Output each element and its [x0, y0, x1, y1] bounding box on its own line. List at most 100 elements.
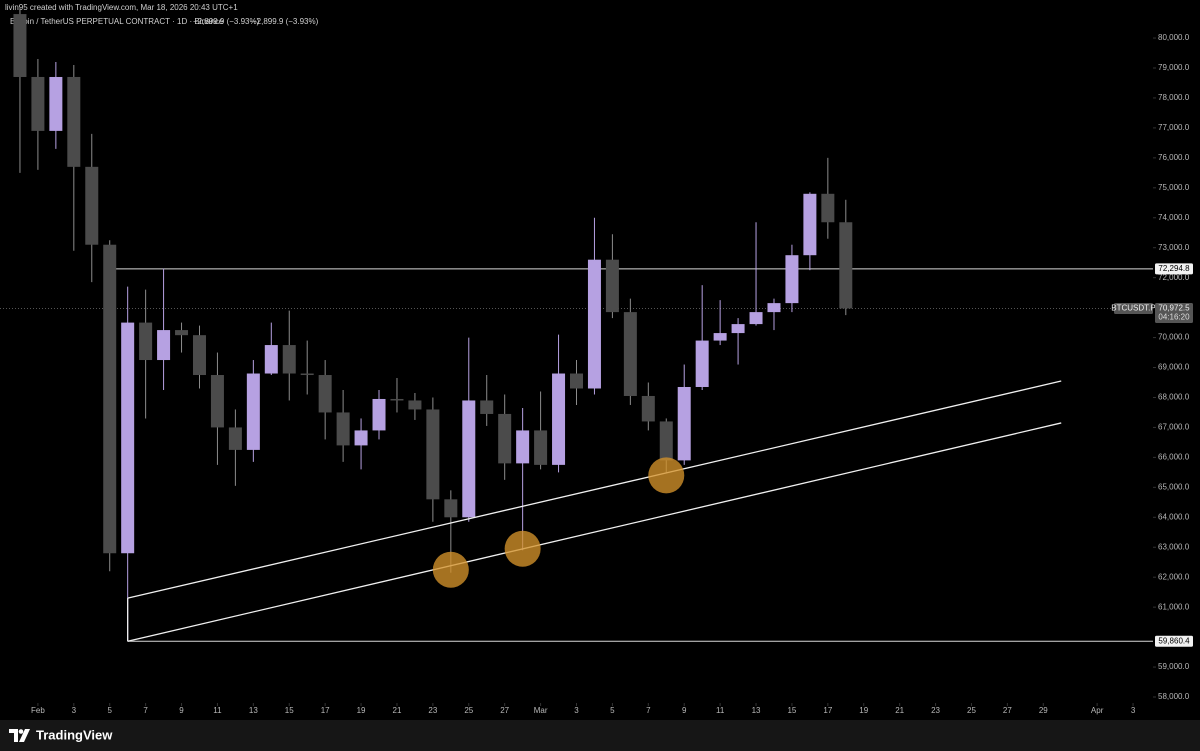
price-label-box: [1155, 263, 1193, 275]
watermark: livin95 created with TradingView.com, Ma…: [5, 3, 238, 12]
countdown: 04:16:20: [1158, 313, 1190, 322]
x-tick-label: 9: [682, 706, 687, 715]
candle-body: [192, 335, 206, 376]
trendline: [127, 380, 1062, 599]
candle-body: [659, 421, 673, 461]
candle-body: [498, 413, 512, 464]
highlight-circle: [432, 551, 469, 588]
x-tick-label: Apr: [1091, 706, 1104, 715]
candle-body: [67, 76, 81, 167]
candle-body: [408, 400, 422, 410]
x-tick-label: 19: [357, 706, 366, 715]
candle-body: [336, 412, 350, 446]
y-tick-label: 73,000.0: [1158, 243, 1190, 252]
candle-body: [749, 312, 763, 325]
y-tick-label: 64,000.0: [1158, 512, 1190, 521]
candle-body: [85, 166, 99, 245]
candle-body: [605, 259, 619, 313]
price-label: 59,860.4: [1158, 636, 1190, 645]
y-tick-label: 63,000.0: [1158, 542, 1190, 551]
candle-body: [587, 259, 601, 389]
x-tick-label: 7: [646, 706, 651, 715]
footer-brand: TradingView: [36, 727, 113, 742]
y-tick-label: 61,000.0: [1158, 602, 1190, 611]
x-tick-label: 23: [428, 706, 437, 715]
y-tick-label: 78,000.0: [1158, 93, 1190, 102]
x-tick-label: Mar: [534, 706, 548, 715]
y-tick-label: 70,000.0: [1158, 333, 1190, 342]
x-tick-label: 13: [752, 706, 761, 715]
footer-logo: [9, 729, 30, 742]
y-tick-label: 76,000.0: [1158, 153, 1190, 162]
last-price-label: 70,972.5: [1158, 304, 1190, 313]
x-tick-label: 17: [321, 706, 330, 715]
x-tick-label: 19: [859, 706, 868, 715]
candle-body: [695, 340, 709, 387]
x-tick-label: 27: [1003, 706, 1012, 715]
x-tick-label: 3: [1131, 706, 1136, 715]
y-tick-label: 58,000.0: [1158, 692, 1190, 701]
change-text: −2,899.9 (−3.93%): [252, 17, 319, 26]
candle-body: [354, 430, 368, 446]
x-tick-label: 11: [213, 706, 222, 715]
candle-body: [731, 324, 745, 334]
candle-body: [372, 398, 386, 431]
axes: 80,000.0 79,000.0 78,000.0 77,000.0 76,000.0…: [31, 33, 1193, 715]
y-tick-label: 74,000.0: [1158, 213, 1190, 222]
candle-body: [677, 386, 691, 461]
candle-body: [426, 409, 440, 500]
candle-body: [282, 345, 296, 374]
y-tick-label: 77,000.0: [1158, 123, 1190, 132]
candle-body: [785, 255, 799, 304]
candle-body: [390, 398, 404, 401]
x-tick-label: 15: [787, 706, 796, 715]
y-tick-label: 68,000.0: [1158, 393, 1190, 402]
candle-body: [444, 499, 458, 518]
candle-body: [228, 427, 242, 450]
symbol-title: Bitcoin / TetherUS PERPETUAL CONTRACT · …: [10, 17, 224, 26]
candle-body: [480, 400, 494, 414]
candle-body: [246, 373, 260, 450]
x-tick-label: 25: [464, 706, 473, 715]
x-tick-label: 27: [500, 706, 509, 715]
last-price-name: BTCUSDT.P: [1111, 304, 1155, 313]
x-tick-label: 11: [716, 706, 725, 715]
y-tick-label: 62,000.0: [1158, 572, 1190, 581]
y-tick-label: 79,000.0: [1158, 63, 1190, 72]
x-tick-label: 25: [967, 706, 976, 715]
y-tick-label: 66,000.0: [1158, 452, 1190, 461]
candle-body: [713, 333, 727, 341]
candle-body: [175, 330, 189, 336]
candle-body: [839, 222, 853, 309]
candle-body: [803, 193, 817, 256]
y-tick-label: 80,000.0: [1158, 33, 1190, 42]
last-price-name-box: [1114, 302, 1153, 314]
x-tick-label: 3: [574, 706, 579, 715]
candle-body: [13, 14, 27, 77]
y-tick-label: 67,000.0: [1158, 423, 1190, 432]
candle-body: [767, 303, 781, 313]
candle-body: [49, 76, 63, 131]
x-tick-label: Feb: [31, 706, 45, 715]
y-tick-label: 69,000.0: [1158, 363, 1190, 372]
candle-body: [210, 375, 224, 428]
x-tick-label: 7: [143, 706, 148, 715]
candle-body: [623, 312, 637, 396]
plot-area: [0, 8, 1153, 642]
candle-body: [121, 322, 135, 554]
x-tick-label: 5: [610, 706, 615, 715]
price-label: 72,294.8: [1158, 264, 1190, 273]
candle-body: [552, 373, 566, 465]
price-label-box: [1155, 635, 1193, 647]
candle-body: [534, 430, 548, 465]
y-tick-label: 75,000.0: [1158, 183, 1190, 192]
candle-body: [462, 400, 476, 518]
candle-body: [641, 395, 655, 422]
candle-body: [103, 244, 117, 554]
change-text: −2,899.9 (−3.93%): [193, 17, 260, 26]
highlight-circle: [648, 457, 685, 494]
x-tick-label: 3: [72, 706, 77, 715]
candle-body: [157, 330, 171, 361]
